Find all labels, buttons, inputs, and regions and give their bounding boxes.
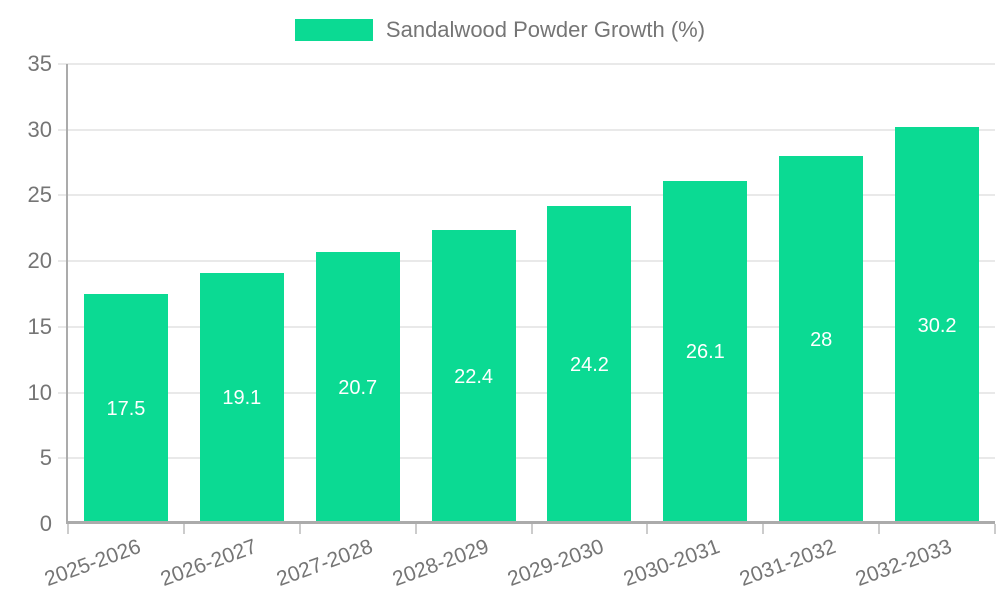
- bar-value-label: 30.2: [917, 314, 957, 337]
- y-axis-tick-label: 20: [27, 248, 52, 274]
- y-axis-tick-label: 35: [27, 51, 52, 76]
- bar[interactable]: [199, 272, 284, 521]
- bar-value-label: 26.1: [685, 341, 725, 364]
- gridline: [58, 63, 995, 65]
- x-axis-tick: [414, 524, 417, 534]
- legend-series-label: Sandalwood Powder Growth (%): [385, 17, 706, 42]
- x-axis-tick: [298, 524, 301, 534]
- bar[interactable]: [431, 229, 516, 521]
- x-axis-tick: [182, 524, 185, 534]
- y-axis-tick-label: 15: [27, 313, 52, 339]
- y-axis-tick-label: 5: [39, 445, 52, 471]
- bar-value-label: 28: [810, 329, 833, 351]
- x-axis-tick: [994, 524, 996, 534]
- bar[interactable]: [315, 251, 400, 521]
- bar-value-label: 24.2: [569, 353, 609, 376]
- y-axis-line: [66, 64, 68, 524]
- x-axis-tick: [530, 524, 533, 534]
- gridline: [58, 194, 995, 197]
- gridline: [58, 457, 995, 460]
- legend-color-swatch: [294, 19, 373, 41]
- bar[interactable]: [547, 205, 632, 521]
- bar[interactable]: [83, 294, 168, 521]
- x-axis-tick: [762, 524, 765, 534]
- gridline: [58, 128, 995, 131]
- chart-legend: Sandalwood Powder Growth (%): [0, 17, 1000, 43]
- bar-value-label: 17.5: [106, 398, 146, 420]
- gridline: [58, 260, 995, 263]
- bar-value-label: 20.7: [338, 376, 378, 399]
- y-axis-tick-label: 25: [27, 182, 52, 208]
- x-axis-tick: [646, 524, 649, 534]
- bar[interactable]: [779, 156, 864, 521]
- x-axis-tick: [878, 524, 881, 534]
- y-axis-tick-label: 30: [27, 116, 52, 142]
- gridline: [58, 391, 995, 394]
- bar-value-label: 19.1: [222, 387, 262, 410]
- x-axis-tick: [67, 524, 69, 534]
- gridline: [58, 325, 995, 328]
- y-axis-tick-label: 0: [39, 511, 52, 536]
- bar[interactable]: [663, 180, 748, 521]
- x-axis-line: [66, 521, 995, 524]
- y-axis-tick-label: 10: [27, 379, 52, 405]
- bar[interactable]: [895, 127, 980, 521]
- bar-value-label: 22.4: [454, 365, 494, 388]
